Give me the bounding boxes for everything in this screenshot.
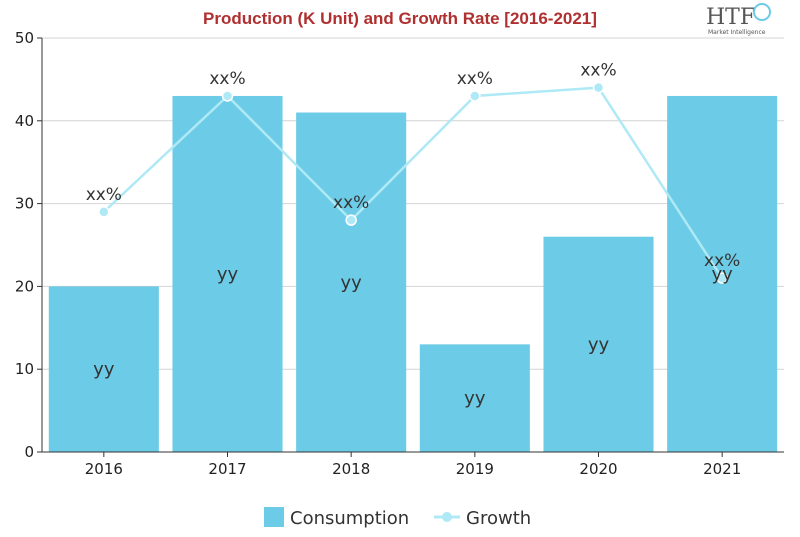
bar-data-label: yy <box>93 359 115 380</box>
growth-point-2020[interactable] <box>592 81 605 94</box>
growth-data-label: xx% <box>86 185 122 205</box>
y-tick-label: 20 <box>15 277 34 295</box>
growth-point-2016[interactable] <box>98 206 110 218</box>
growth-point-2021[interactable] <box>716 272 728 284</box>
logo-text: HTF <box>706 5 755 30</box>
bar-2019[interactable] <box>419 344 530 452</box>
legend-consumption-label[interactable]: Consumption <box>290 508 409 529</box>
logo-globe-icon <box>753 3 771 21</box>
chart-title: Production (K Unit) and Growth Rate [201… <box>203 9 597 28</box>
bar-data-label: yy <box>217 264 239 285</box>
legend[interactable]: Consumption Growth <box>264 507 531 529</box>
growth-data-label: xx% <box>580 61 616 81</box>
logo-subtext: Market Intelligence <box>708 29 766 36</box>
x-tick-label: 2017 <box>208 460 246 478</box>
line-series <box>98 81 728 284</box>
growth-data-label: xx% <box>209 69 245 89</box>
x-tick-label: 2016 <box>85 460 123 478</box>
growth-point-2018[interactable] <box>345 214 357 226</box>
bar-2017[interactable] <box>172 95 283 453</box>
y-tick-label: 40 <box>15 112 34 130</box>
growth-data-label: xx% <box>704 251 740 271</box>
growth-point-2017[interactable] <box>221 90 234 102</box>
bar-data-label: yy <box>341 272 363 293</box>
y-tick-label: 10 <box>15 360 34 378</box>
y-tick-label: 30 <box>15 195 34 213</box>
bar-data-label: yy <box>588 334 610 355</box>
bar-data-label: yy <box>712 264 734 285</box>
y-tick-label: 50 <box>15 29 34 47</box>
legend-consumption-swatch[interactable] <box>264 507 284 527</box>
growth-data-label: xx% <box>457 69 493 89</box>
y-tick-label: 0 <box>24 443 34 461</box>
growth-point-2019[interactable] <box>469 90 481 102</box>
x-tick-label: 2020 <box>579 460 617 478</box>
bar-series <box>48 95 778 453</box>
bar-2016[interactable] <box>48 286 159 452</box>
growth-data-label: xx% <box>333 193 369 213</box>
axes: 0 10 20 30 40 50 2016 2017 2018 2019 2020 2021 <box>15 29 784 478</box>
x-tick-label: 2021 <box>703 460 741 478</box>
bar-data-label: yy <box>464 388 486 409</box>
x-tick-label: 2019 <box>456 460 494 478</box>
grid-lines <box>42 37 784 370</box>
bar-2018[interactable] <box>296 112 407 453</box>
bar-2020[interactable] <box>543 236 654 452</box>
growth-line <box>102 86 724 279</box>
legend-growth-marker[interactable] <box>442 512 452 522</box>
htf-logo: HTF Market Intelligence <box>706 3 771 36</box>
legend-growth-label[interactable]: Growth <box>466 508 531 529</box>
x-tick-label: 2018 <box>332 460 370 478</box>
